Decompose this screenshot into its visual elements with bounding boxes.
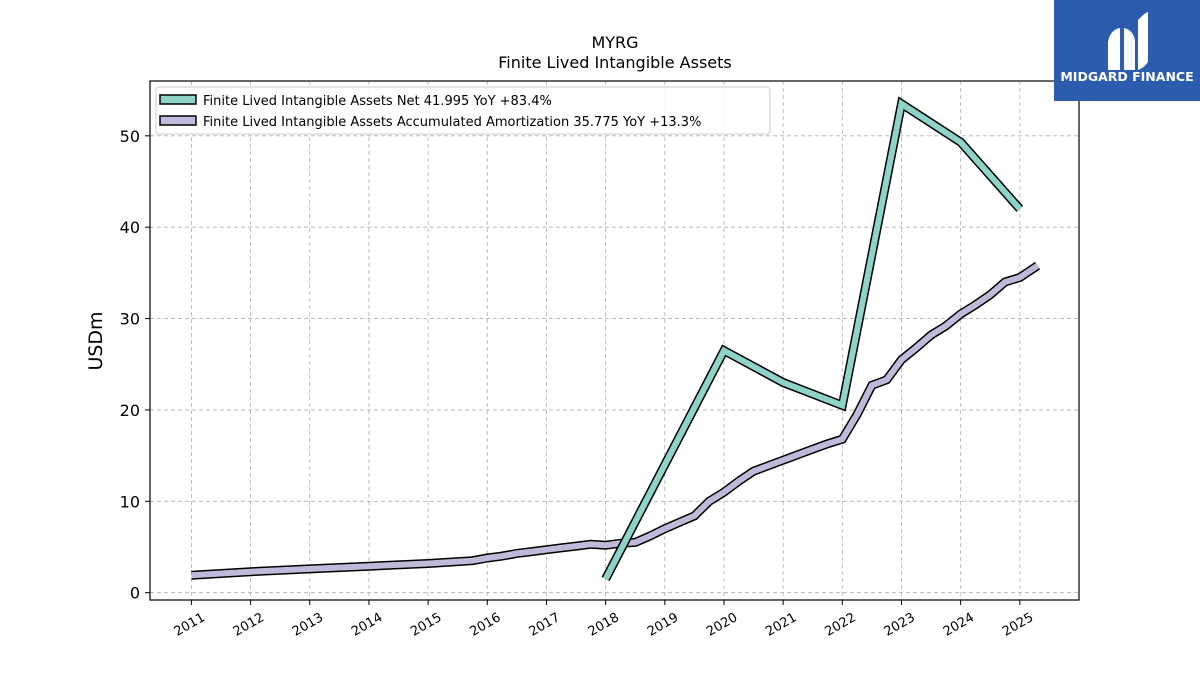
y-tick-label: 50 [120, 127, 140, 146]
logo: MIDGARD FINANCE [1054, 0, 1200, 101]
y-tick-label: 10 [120, 492, 140, 511]
legend-label-net: Finite Lived Intangible Assets Net 41.99… [203, 94, 552, 109]
series-layer [191, 96, 1041, 582]
chart-subtitle: Finite Lived Intangible Assets [498, 53, 731, 72]
logo-text: MIDGARD FINANCE [1060, 69, 1193, 84]
series-net-line [602, 98, 1023, 581]
y-tick-label: 0 [130, 584, 140, 603]
legend-swatch-amortization [159, 115, 197, 126]
y-tick-label: 40 [120, 218, 140, 237]
legend-box [155, 86, 771, 135]
midgard-logo-icon [1108, 12, 1148, 70]
chart-title: MYRG [591, 33, 638, 52]
plot-frame [149, 80, 1080, 601]
y-axis-label: USDm [85, 311, 107, 370]
y-axis: 0 10 20 30 40 50 [120, 127, 150, 603]
legend: Finite Lived Intangible Assets Net 41.99… [155, 86, 771, 135]
legend-label-amortization: Finite Lived Intangible Assets Accumulat… [203, 115, 701, 130]
series-amortization-line [191, 263, 1040, 579]
legend-swatch-net [159, 94, 197, 105]
y-tick-label: 20 [120, 401, 140, 420]
y-tick-label: 30 [120, 310, 140, 329]
grid [150, 81, 1079, 600]
